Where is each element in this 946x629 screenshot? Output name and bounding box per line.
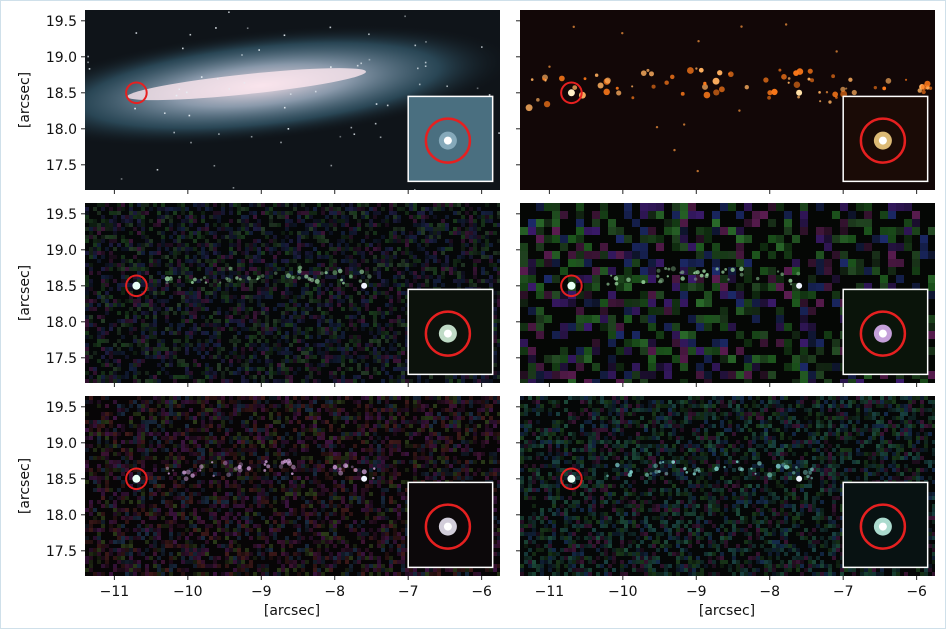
y-axis-label-row-2: [arcsec] (17, 265, 33, 321)
marker-circle (560, 274, 583, 298)
x-axis-label-left: [arcsec] (264, 603, 320, 619)
x-tick-label: −8 (324, 584, 345, 600)
y-tick-label: 19.0 (46, 243, 77, 259)
inset-border (407, 481, 494, 569)
y-axis-label-row-1: [arcsec] (17, 72, 33, 128)
y-tick-label: 19.5 (46, 400, 77, 416)
inset-marker-circle (859, 117, 907, 164)
marker-circle (125, 467, 148, 491)
y-tick-label: 18.0 (46, 122, 77, 138)
inset-marker-circle (424, 117, 472, 164)
x-tick-label: −6 (906, 584, 927, 600)
inset-border (407, 95, 494, 183)
y-tick-label: 18.5 (46, 279, 77, 295)
x-tick-label: −7 (398, 584, 419, 600)
inset-marker-circle (424, 503, 472, 550)
panel-middle-left: 17.5 18.0 18.5 19.0 19.5 (46, 203, 500, 387)
inset-border (842, 95, 929, 183)
x-tick-label: −9 (686, 584, 707, 600)
inset-marker-circle (859, 310, 907, 357)
x-tick-label: −11 (100, 584, 130, 600)
y-tick-label: 17.5 (46, 351, 77, 367)
inset-marker-circle (424, 310, 472, 357)
panel-top-left: 17.5 18.0 18.5 19.0 19.5 (46, 10, 500, 194)
x-tick-label: −6 (471, 584, 492, 600)
marker-circle (560, 81, 583, 105)
marker-circle (560, 467, 583, 491)
panel-top-right (516, 10, 935, 194)
x-tick-label: −10 (173, 584, 203, 600)
inset-marker-circle (859, 503, 907, 550)
inset-border (407, 288, 494, 376)
y-tick-label: 19.0 (46, 50, 77, 66)
x-tick-label: −10 (608, 584, 638, 600)
y-tick-label: 18.0 (46, 508, 77, 524)
panel-bottom-right: −11 −10 −9 −8 −7 −6 (516, 396, 935, 600)
x-tick-label: −7 (833, 584, 854, 600)
x-axis-label-right: [arcsec] (699, 603, 755, 619)
marker-circle (125, 81, 148, 105)
y-axis-label-row-3: [arcsec] (17, 458, 33, 514)
inset-border (842, 288, 929, 376)
marker-circle (125, 274, 148, 298)
y-tick-label: 19.5 (46, 207, 77, 223)
panel-bottom-left: 17.5 18.0 18.5 19.0 19.5 −11 −10 −9 −8 −7 −6 (46, 396, 500, 600)
y-tick-label: 17.5 (46, 158, 77, 174)
x-tick-label: −11 (535, 584, 565, 600)
y-tick-label: 18.5 (46, 86, 77, 102)
x-tick-label: −8 (759, 584, 780, 600)
panel-middle-right (516, 203, 935, 387)
y-tick-label: 19.5 (46, 14, 77, 30)
y-tick-label: 18.5 (46, 472, 77, 488)
y-tick-label: 18.0 (46, 315, 77, 331)
y-tick-label: 17.5 (46, 544, 77, 560)
y-tick-label: 19.0 (46, 436, 77, 452)
x-tick-label: −9 (251, 584, 272, 600)
inset-border (842, 481, 929, 569)
